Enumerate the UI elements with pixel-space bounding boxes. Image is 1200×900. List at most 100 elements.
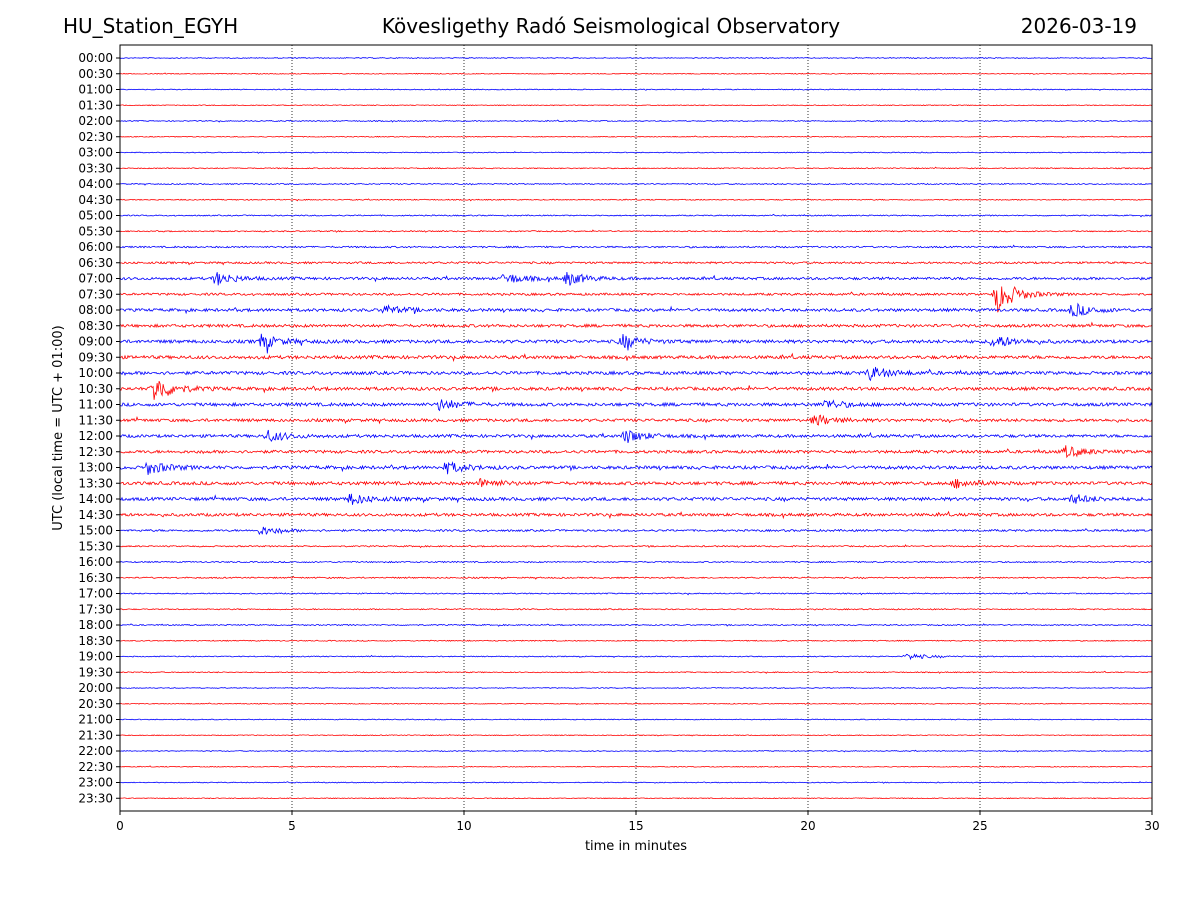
ytick-label-1230: 12:30 [78, 445, 113, 459]
trace-1930 [120, 670, 1152, 674]
trace-0100 [120, 88, 1152, 91]
ytick-label-1700: 17:00 [78, 587, 113, 601]
trace-0900 [120, 333, 1152, 354]
trace-1100 [120, 399, 1152, 412]
ytick-label-0830: 08:30 [78, 319, 113, 333]
ytick-label-1930: 19:30 [78, 665, 113, 679]
trace-0630 [120, 260, 1152, 266]
trace-1500 [120, 526, 1152, 536]
xtick-label-10: 10 [456, 819, 471, 833]
trace-1830 [120, 639, 1152, 642]
ytick-label-0300: 03:00 [78, 146, 113, 160]
chart-date: 2026-03-19 [1020, 14, 1137, 38]
ytick-label-1130: 11:30 [78, 413, 113, 427]
trace-0300 [120, 151, 1152, 154]
ytick-label-0700: 07:00 [78, 272, 113, 286]
trace-1030 [120, 380, 1152, 400]
ytick-label-1800: 18:00 [78, 618, 113, 632]
trace-1130 [120, 414, 1152, 426]
ytick-label-2130: 21:30 [78, 728, 113, 742]
ytick-label-1100: 11:00 [78, 398, 113, 412]
trace-0500 [120, 213, 1152, 218]
trace-1330 [120, 478, 1152, 489]
ytick-label-0800: 08:00 [78, 303, 113, 317]
ytick-label-2230: 22:30 [78, 760, 113, 774]
ytick-label-0500: 05:00 [78, 209, 113, 223]
trace-0530 [120, 229, 1152, 233]
trace-0400 [120, 182, 1152, 186]
trace-2030 [120, 702, 1152, 706]
ytick-label-0400: 04:00 [78, 177, 113, 191]
ytick-label-0100: 01:00 [78, 83, 113, 97]
ytick-label-2000: 20:00 [78, 681, 113, 695]
trace-1200 [120, 429, 1152, 443]
trace-2230 [120, 765, 1152, 768]
ytick-label-0430: 04:30 [78, 193, 113, 207]
ytick-label-0630: 06:30 [78, 256, 113, 270]
trace-0030 [120, 72, 1152, 75]
ytick-label-0330: 03:30 [78, 161, 113, 175]
trace-1430 [120, 510, 1152, 520]
trace-2300 [120, 781, 1152, 784]
ytick-label-1400: 14:00 [78, 492, 113, 506]
trace-0330 [120, 166, 1152, 170]
ytick-label-0900: 09:00 [78, 335, 113, 349]
ytick-label-0730: 07:30 [78, 287, 113, 301]
chart-title: Kövesligethy Radó Seismological Observat… [381, 14, 841, 38]
trace-0000 [120, 56, 1152, 59]
y-axis-label: UTC (local time = UTC + 01:00) [51, 325, 66, 530]
ytick-label-1730: 17:30 [78, 602, 113, 616]
trace-2200 [120, 749, 1152, 753]
xtick-label-25: 25 [972, 819, 987, 833]
trace-1230 [120, 445, 1152, 459]
ytick-label-1500: 15:00 [78, 524, 113, 538]
ytick-label-0000: 00:00 [78, 51, 113, 65]
trace-2100 [120, 718, 1152, 721]
trace-0730 [120, 285, 1152, 313]
ytick-label-1300: 13:00 [78, 461, 113, 475]
trace-1000 [120, 366, 1152, 382]
ytick-label-1600: 16:00 [78, 555, 113, 569]
trace-1530 [120, 544, 1152, 549]
trace-1630 [120, 575, 1152, 580]
ytick-label-0200: 02:00 [78, 114, 113, 128]
ytick-label-2030: 20:30 [78, 697, 113, 711]
ytick-label-1830: 18:30 [78, 634, 113, 648]
trace-0230 [120, 135, 1152, 139]
ytick-label-0930: 09:30 [78, 350, 113, 364]
trace-1300 [120, 461, 1152, 476]
ytick-label-0030: 00:30 [78, 67, 113, 81]
trace-1900 [120, 653, 1152, 661]
xtick-label-0: 0 [116, 819, 124, 833]
x-axis-label: time in minutes [585, 839, 687, 854]
trace-1400 [120, 493, 1152, 505]
trace-0800 [120, 302, 1152, 317]
ytick-label-2300: 23:00 [78, 776, 113, 790]
ytick-label-1630: 16:30 [78, 571, 113, 585]
ytick-label-0530: 05:30 [78, 224, 113, 238]
ytick-label-0230: 02:30 [78, 130, 113, 144]
station-name: HU_Station_EGYH [63, 14, 239, 38]
trace-1700 [120, 591, 1152, 596]
trace-1800 [120, 623, 1152, 627]
ytick-label-0600: 06:00 [78, 240, 113, 254]
trace-0600 [120, 244, 1152, 249]
trace-2130 [120, 733, 1152, 737]
trace-0930 [120, 352, 1152, 363]
ytick-label-1430: 14:30 [78, 508, 113, 522]
ytick-label-2200: 22:00 [78, 744, 113, 758]
xtick-label-20: 20 [800, 819, 815, 833]
trace-2000 [120, 687, 1152, 689]
trace-0830 [120, 321, 1152, 329]
ytick-label-1200: 12:00 [78, 429, 113, 443]
trace-0430 [120, 198, 1152, 202]
ytick-label-1000: 10:00 [78, 366, 113, 380]
trace-0700 [120, 271, 1152, 286]
trace-0130 [120, 104, 1152, 107]
traces-group [120, 56, 1152, 800]
ytick-label-2100: 21:00 [78, 713, 113, 727]
ytick-label-1900: 19:00 [78, 650, 113, 664]
ytick-label-1530: 15:30 [78, 539, 113, 553]
trace-2330 [120, 797, 1152, 800]
